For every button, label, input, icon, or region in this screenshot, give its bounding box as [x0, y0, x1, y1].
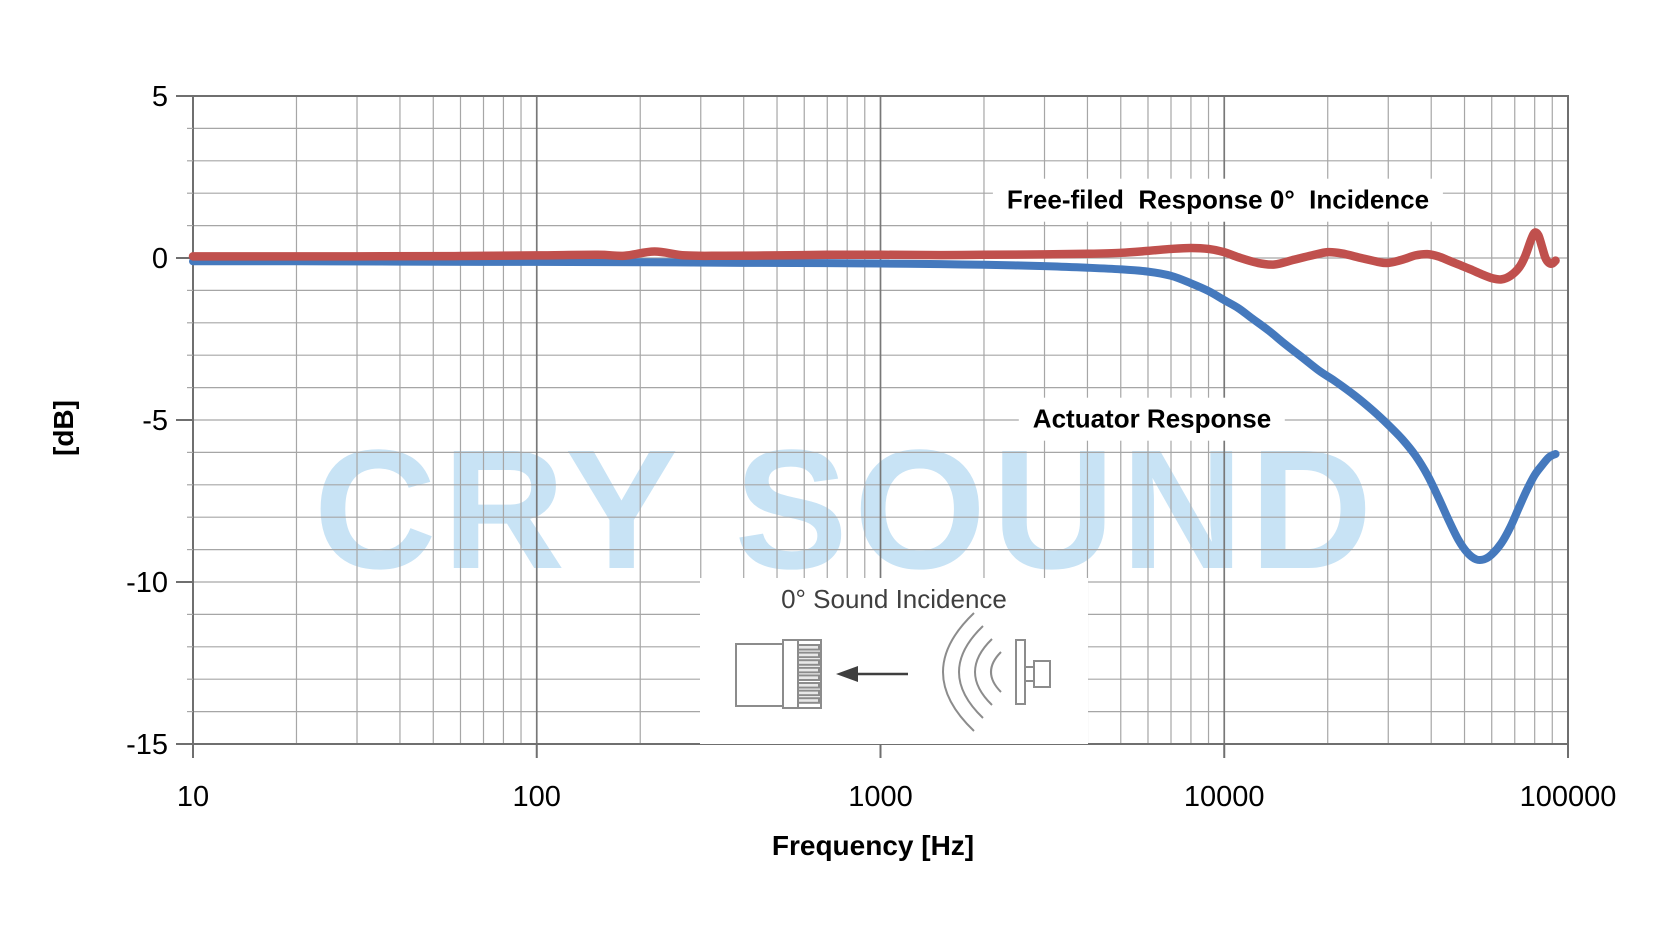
sound-incidence-inset: 0° Sound Incidence	[700, 578, 1088, 744]
microphone-icon	[735, 639, 822, 709]
y-axis-ticks: 5 0 -5 -10 -15	[126, 81, 193, 761]
y-tick-label: -15	[126, 729, 168, 761]
x-tick-label: 10000	[1184, 781, 1265, 813]
actuator-response-label: Actuator Response	[1018, 397, 1286, 441]
inset-title: 0° Sound Incidence	[781, 584, 1007, 614]
free-field-response-label: Free-filed Response 0° Incidence	[992, 178, 1444, 222]
x-axis-title: Frequency [Hz]	[771, 830, 975, 861]
inset-illustration	[735, 612, 1051, 732]
y-tick-label: -10	[126, 567, 168, 599]
y-axis-title: [dB]	[48, 400, 79, 456]
left-arrow-icon	[836, 666, 908, 682]
x-tick-label: 1000	[848, 781, 913, 813]
curve-actuator-response	[189, 257, 1560, 565]
curve-free-field-response	[188, 228, 1560, 284]
x-axis-ticks: 10 100 1000 10000 100000	[177, 744, 1617, 813]
y-tick-label: 5	[152, 81, 168, 113]
x-tick-label: 100	[513, 781, 561, 813]
sound-waves-icon	[942, 612, 1002, 732]
y-tick-label: -5	[142, 405, 168, 437]
x-tick-label: 10	[177, 781, 209, 813]
x-tick-label: 100000	[1520, 781, 1617, 813]
watermark: CRY SOUND	[313, 415, 1379, 605]
y-tick-label: 0	[152, 243, 168, 275]
speaker-icon	[1015, 639, 1051, 705]
